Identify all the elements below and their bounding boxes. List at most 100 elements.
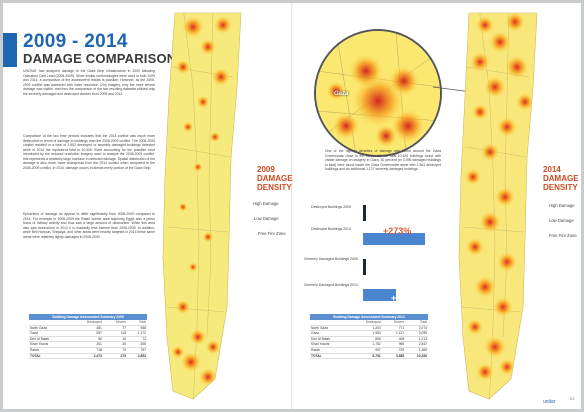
col-header bbox=[29, 320, 70, 326]
damage-hotspot bbox=[388, 65, 420, 97]
damage-hotspot bbox=[178, 202, 188, 212]
map-2009-caption: 2009 DAMAGE DENSITY bbox=[257, 165, 293, 192]
damage-hotspot bbox=[213, 15, 233, 35]
table-2009-title: Building Damage Assessment Summary 2009 bbox=[29, 314, 147, 320]
damage-hotspot bbox=[480, 142, 500, 162]
col-header: Total bbox=[127, 320, 147, 326]
table-2014-title: Building Damage Assessment Summary 2014 bbox=[310, 314, 428, 320]
pct-increase-severe: +623% bbox=[391, 293, 420, 303]
damage-hotspot bbox=[465, 237, 485, 257]
report-page: 2009 - 2014 DAMAGE COMPARISON UNOSAT had… bbox=[3, 3, 581, 409]
damage-hotspot bbox=[504, 54, 530, 80]
table-row: Gaza 957 115 1,172 bbox=[29, 330, 147, 337]
table-row: Khan Younis 1,782 965 2,847 bbox=[310, 341, 428, 348]
gaza-inset-graphic bbox=[316, 31, 440, 155]
damage-hotspot bbox=[193, 162, 203, 172]
damage-hotspot bbox=[348, 53, 384, 89]
damage-hotspot bbox=[171, 345, 185, 359]
damage-hotspot bbox=[471, 103, 489, 121]
col-header: Severe bbox=[102, 320, 128, 326]
epicenters-paragraph: Epicenters of damage do appear to differ… bbox=[23, 212, 155, 239]
damage-hotspot bbox=[202, 231, 214, 243]
table-row: Gaza 1,963 1,127 3,090 bbox=[310, 330, 428, 337]
table-row: North Gaza 1,203 771 2,074 bbox=[310, 325, 428, 332]
damage-hotspot bbox=[488, 30, 512, 54]
bar-destroyed-2014 bbox=[363, 233, 425, 245]
unitar-logo: unitar bbox=[543, 399, 556, 405]
table-2009: Building Damage Assessment Summary 2009 … bbox=[29, 314, 147, 360]
table-row: Rafah 718 79 797 bbox=[29, 347, 147, 354]
map-2014 bbox=[445, 7, 549, 407]
gaza-governorate-paragraph: One of the highest densities of damage w… bbox=[325, 149, 441, 171]
table-total-row: TOTAL 6,751 3,585 10,326 bbox=[310, 353, 428, 360]
inset-gaza-label: Gaza bbox=[334, 91, 349, 97]
damage-hotspot bbox=[199, 38, 217, 56]
damage-hotspot bbox=[332, 112, 360, 140]
damage-hotspot bbox=[492, 296, 514, 318]
table-row: Rafah 997 375 1,369 bbox=[310, 347, 428, 354]
col-header: Severe bbox=[381, 320, 406, 326]
damage-hotspot bbox=[515, 92, 535, 112]
damage-hotspot bbox=[188, 262, 198, 272]
damage-hotspot bbox=[504, 13, 526, 33]
legend-low-damage: Low Damage bbox=[254, 216, 279, 221]
bar-label-destroyed-2014: Destroyed Buildings 2014 bbox=[311, 227, 351, 231]
bar-severe-2014 bbox=[363, 289, 396, 301]
map-2014-graphic bbox=[458, 12, 538, 400]
legend-high-damage: High Damage bbox=[253, 201, 279, 206]
page-fold bbox=[291, 3, 293, 409]
bar-destroyed-2009 bbox=[363, 205, 366, 221]
damage-hotspot bbox=[494, 186, 516, 208]
map-2009 bbox=[153, 7, 253, 407]
damage-hotspot bbox=[196, 95, 210, 109]
col-header bbox=[310, 320, 350, 326]
col-header: Destroyed bbox=[349, 320, 382, 326]
damage-hotspot bbox=[496, 116, 518, 138]
damage-hotspot bbox=[198, 367, 218, 387]
damage-hotspot bbox=[205, 339, 221, 355]
damage-hotspot bbox=[175, 299, 191, 315]
title-accent-bar bbox=[3, 33, 17, 67]
damage-hotspot bbox=[390, 108, 426, 144]
bar-label-severe-2014: Severely Damaged Buildings 2014 bbox=[304, 283, 358, 287]
damage-hotspot bbox=[209, 131, 221, 143]
bar-label-severe-2009: Severely Damaged Buildings 2009 bbox=[304, 257, 358, 261]
col-header: Total bbox=[405, 320, 428, 326]
damage-hotspot bbox=[496, 251, 518, 273]
damage-hotspot bbox=[475, 362, 495, 382]
col-header: Destroyed bbox=[69, 320, 103, 326]
table-row: Deir Al Balah 56 16 72 bbox=[29, 336, 147, 343]
legend-free-fire-zone: Free Fire Zone bbox=[258, 231, 286, 236]
damage-hotspot bbox=[466, 318, 484, 336]
damage-hotspot bbox=[469, 51, 491, 73]
damage-hotspot bbox=[374, 124, 398, 148]
bar-severe-2009 bbox=[363, 259, 366, 275]
damage-hotspot bbox=[180, 351, 202, 373]
legend-high-damage: High Damage bbox=[549, 203, 575, 208]
damage-comparison-bars: Destroyed Buildings 2009 Destroyed Build… bbox=[303, 205, 425, 311]
map-2014-caption: 2014 DAMAGE DENSITY bbox=[543, 165, 579, 192]
map-2014-year: 2014 bbox=[543, 165, 561, 174]
damage-hotspot bbox=[182, 121, 194, 133]
damage-hotspot bbox=[464, 168, 482, 186]
damage-hotspot bbox=[483, 75, 507, 99]
damage-hotspot bbox=[326, 81, 346, 101]
comparison-paragraph: Comparison of the two time periods indic… bbox=[23, 134, 155, 170]
damage-hotspot bbox=[181, 15, 205, 39]
damage-hotspot bbox=[175, 59, 191, 75]
damage-hotspot bbox=[211, 67, 231, 87]
bar-label-destroyed-2009: Destroyed Buildings 2009 bbox=[311, 205, 351, 209]
page-title-years: 2009 - 2014 bbox=[23, 31, 128, 52]
map-2014-legend: High Damage Low Damage Free Fire Zone bbox=[549, 201, 581, 241]
damage-hotspot bbox=[473, 275, 497, 299]
table-row: Deir Al Balah 806 408 1,214 bbox=[310, 336, 428, 343]
damage-hotspot bbox=[478, 210, 502, 234]
page-title: DAMAGE COMPARISON bbox=[23, 51, 177, 66]
damage-hotspot bbox=[189, 328, 207, 346]
intro-paragraph: UNOSAT had analyzed damage to the Gaza S… bbox=[23, 69, 155, 96]
map-2009-graphic bbox=[162, 12, 242, 400]
map-2009-year: 2009 bbox=[257, 165, 275, 174]
legend-free-fire-zone: Free Fire Zone bbox=[549, 233, 577, 238]
map-2009-legend: High Damage Low Damage Free Fire Zone bbox=[253, 199, 293, 239]
page-number: 23 bbox=[570, 396, 575, 401]
